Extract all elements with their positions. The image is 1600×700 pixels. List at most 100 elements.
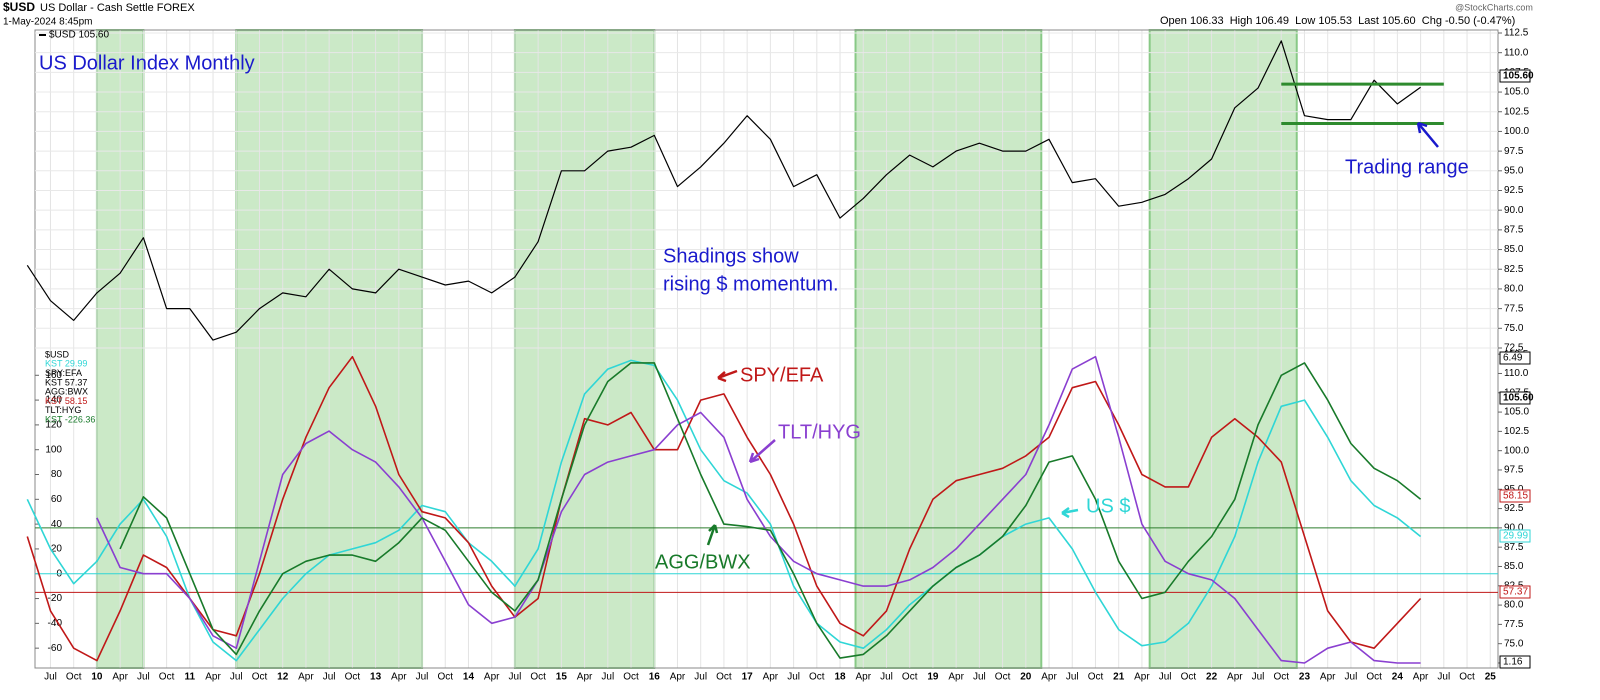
x-tick-label: 18 [834,672,846,683]
x-tick-label: Jul [323,672,336,683]
x-tick-label: Apr [855,672,871,683]
value-tag-box [1499,69,1531,83]
x-tick-label: Oct [252,672,268,683]
x-tick-label: 12 [277,672,289,683]
value-tag-box [1499,655,1531,669]
x-tick-label: Oct [1088,672,1104,683]
y-tick-label: 80.0 [1504,284,1524,295]
value-tag: 105.60 [1499,391,1534,405]
y-tick-label: 72.5 [1504,343,1524,354]
annotation: Trading range [1345,156,1469,178]
series-line [26,355,1422,662]
x-tick-label: Apr [1041,672,1057,683]
x-tick-label: Jul [973,672,986,683]
label-arrow [706,524,719,546]
x-tick-label: Jul [601,672,614,683]
y-tick-label: 102.5 [1504,426,1529,437]
y-tick-label: 75.0 [1504,323,1524,334]
x-tick-label: Oct [1273,672,1289,683]
legend-label: TLT:HYG [45,405,81,415]
shading [854,29,1043,669]
y-tick-label: 97.5 [1504,465,1524,476]
value-tag: 58.15 [1499,489,1531,503]
value-tag: 57.37 [1499,585,1531,599]
chart-title: US Dollar Index Monthly [39,52,255,74]
x-tick-label: Jul [1252,672,1265,683]
y-tick-label: 90.0 [1504,523,1524,534]
y-tick-label: 160 [45,370,62,381]
y-tick-label: 60 [51,494,63,505]
y-tick-label: 95.0 [1504,165,1524,176]
y-tick-label: 110.0 [1504,368,1529,379]
legend-label: KST 58.15 [45,396,87,406]
series-label: US $ [1086,495,1130,517]
legend-label: AGG:BWX [45,387,88,397]
value-tag: 6.49 [1499,351,1531,365]
legend-label: KST -226.36 [45,414,95,424]
x-tick-label: Apr [1413,672,1429,683]
x-tick-label: Jul [44,672,57,683]
value-tag-box [1499,391,1531,405]
x-tick-label: 11 [185,672,196,683]
value-tag-label: 6.49 [1503,353,1523,364]
series-label: SPY/EFA [740,364,824,386]
x-tick-label: Oct [1366,672,1382,683]
y-tick-label: 102.5 [1504,106,1529,117]
value-tag-box [1499,351,1531,365]
value-tag-label: 105.60 [1503,393,1534,404]
x-tick-label: 10 [91,672,103,683]
value-tag-box [1499,489,1531,503]
x-tick-label: Apr [112,672,128,683]
x-tick-label: Apr [763,672,779,683]
value-tag-label: 58.15 [1503,491,1528,502]
y-tick-label: 85.0 [1504,244,1524,255]
x-tick-label: 23 [1299,672,1311,683]
symbol: $USD [3,0,35,14]
x-tick-label: Jul [137,672,150,683]
value-tag-label: 1.16 [1503,657,1523,668]
x-tick-label: 13 [370,672,382,683]
annotation: rising $ momentum. [663,273,839,295]
y-tick-label: 87.5 [1504,225,1524,236]
y-tick-label: 95.0 [1504,484,1524,495]
x-tick-label: Jul [1345,672,1358,683]
y-tick-label: 40 [51,519,63,530]
y-tick-label: 20 [51,544,63,555]
y-tick-label: 100.0 [1504,126,1529,137]
series-line [96,355,1421,664]
x-tick-label: Oct [345,672,361,683]
x-tick-label: Apr [205,672,221,683]
series-label: TLT/HYG [778,421,861,443]
label-arrow [748,439,776,464]
x-tick-label: Apr [484,672,500,683]
legend-label: SPY:EFA [45,368,82,378]
value-tag-label: 105.60 [1503,71,1534,82]
legend-label: $USD 105.60 [49,30,109,41]
y-tick-label: 77.5 [1504,619,1524,630]
x-tick-label: 21 [1113,672,1125,683]
y-tick-label: 85.0 [1504,561,1524,572]
x-tick-label: Jul [1159,672,1172,683]
source: @StockCharts.com [1455,2,1533,12]
shading [1148,29,1298,669]
series-line [26,359,1422,662]
x-tick-label: Jul [880,672,893,683]
y-tick-label: 120 [45,420,62,431]
series-line [119,362,1422,659]
value-tag-box [1499,585,1531,599]
annotation-arrow [1416,121,1439,148]
x-tick-label: Oct [809,672,825,683]
y-tick-label: 92.5 [1504,185,1524,196]
x-tick-label: Jul [230,672,243,683]
x-tick-label: 22 [1206,672,1218,683]
x-tick-label: Jul [416,672,429,683]
y-tick-label: 87.5 [1504,542,1524,553]
x-tick-label: 20 [1020,672,1032,683]
x-tick-label: 14 [463,672,475,683]
instrument-name: US Dollar - Cash Settle FOREX [40,2,195,14]
x-tick-label: Oct [902,672,918,683]
x-tick-label: Oct [995,672,1011,683]
x-tick-label: 16 [649,672,661,683]
x-tick-label: Apr [1134,672,1150,683]
